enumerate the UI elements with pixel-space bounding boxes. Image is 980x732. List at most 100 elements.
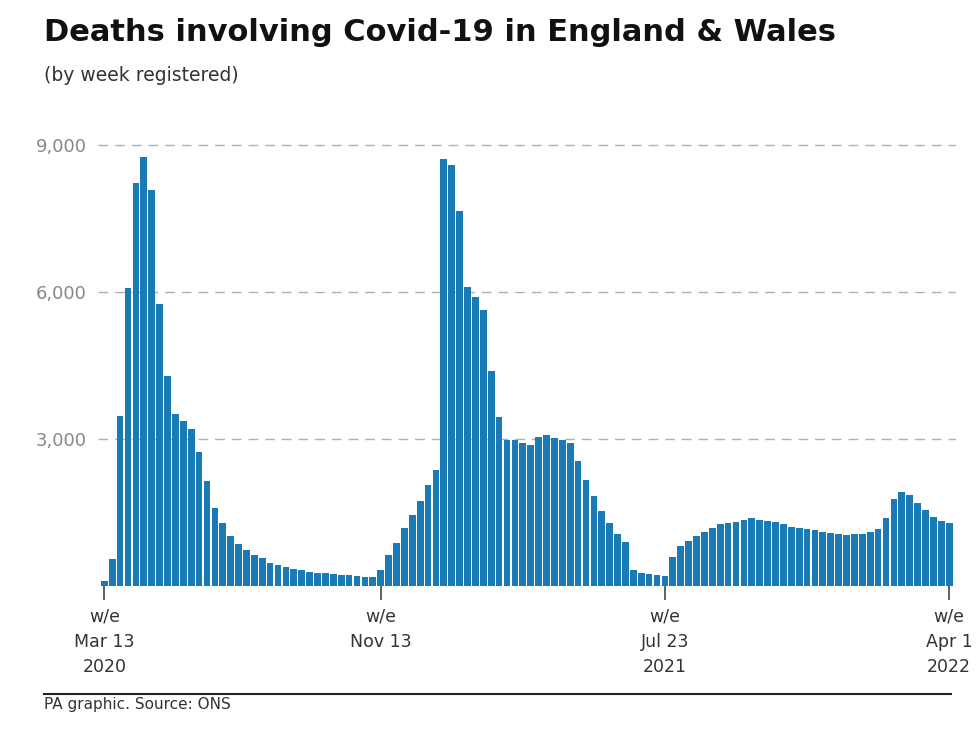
Bar <box>669 557 676 586</box>
Bar <box>180 421 186 586</box>
Bar <box>290 569 297 586</box>
Bar <box>827 533 834 586</box>
Bar <box>243 550 250 586</box>
Bar <box>614 534 621 586</box>
Bar <box>354 576 361 586</box>
Bar <box>472 297 479 586</box>
Bar <box>504 439 511 586</box>
Bar <box>835 534 842 586</box>
Bar <box>583 479 589 586</box>
Bar <box>416 501 423 586</box>
Bar <box>914 504 921 586</box>
Bar <box>204 482 211 586</box>
Bar <box>875 529 881 586</box>
Bar <box>393 543 400 586</box>
Bar <box>457 211 463 586</box>
Bar <box>543 435 550 586</box>
Text: PA graphic. Source: ONS: PA graphic. Source: ONS <box>44 697 231 712</box>
Text: (by week registered): (by week registered) <box>44 66 239 85</box>
Bar <box>622 542 629 586</box>
Bar <box>662 575 668 586</box>
Bar <box>559 440 565 586</box>
Bar <box>574 461 581 586</box>
Bar <box>859 534 865 586</box>
Bar <box>512 440 518 586</box>
Bar <box>220 523 226 586</box>
Bar <box>867 531 873 586</box>
Bar <box>346 575 353 586</box>
Bar <box>946 523 953 586</box>
Bar <box>465 287 470 586</box>
Bar <box>298 570 305 586</box>
Bar <box>480 310 487 586</box>
Bar <box>646 574 653 586</box>
Bar <box>709 528 715 586</box>
Bar <box>496 417 503 586</box>
Bar <box>566 443 573 586</box>
Bar <box>124 288 131 586</box>
Bar <box>733 522 739 586</box>
Bar <box>599 511 605 586</box>
Bar <box>251 555 258 586</box>
Bar <box>148 190 155 586</box>
Bar <box>843 534 850 586</box>
Bar <box>607 523 613 586</box>
Bar <box>630 570 637 586</box>
Bar <box>274 565 281 586</box>
Bar <box>377 570 384 586</box>
Bar <box>938 521 945 586</box>
Bar <box>819 531 826 586</box>
Bar <box>282 567 289 586</box>
Bar <box>117 416 123 586</box>
Bar <box>449 165 455 586</box>
Bar <box>109 559 116 586</box>
Bar <box>535 437 542 586</box>
Bar <box>764 521 771 586</box>
Bar <box>362 577 368 586</box>
Bar <box>725 523 731 586</box>
Bar <box>922 509 929 586</box>
Bar <box>338 575 345 586</box>
Bar <box>788 527 795 586</box>
Bar <box>259 559 266 586</box>
Bar <box>101 580 108 586</box>
Bar <box>930 517 937 586</box>
Bar <box>811 530 818 586</box>
Bar <box>409 515 416 586</box>
Bar <box>757 520 763 586</box>
Bar <box>164 376 171 586</box>
Bar <box>891 498 898 586</box>
Bar <box>330 574 337 586</box>
Bar <box>132 182 139 586</box>
Bar <box>267 563 273 586</box>
Bar <box>701 531 708 586</box>
Bar <box>156 304 163 586</box>
Bar <box>749 518 756 586</box>
Bar <box>796 528 803 586</box>
Bar <box>369 577 376 586</box>
Bar <box>519 444 526 586</box>
Bar <box>741 520 747 586</box>
Bar <box>654 575 661 586</box>
Bar <box>851 534 858 586</box>
Bar <box>440 159 447 586</box>
Bar <box>780 524 787 586</box>
Bar <box>591 496 597 586</box>
Bar <box>685 541 692 586</box>
Bar <box>551 438 558 586</box>
Bar <box>315 572 320 586</box>
Bar <box>385 555 392 586</box>
Bar <box>196 452 203 586</box>
Bar <box>172 414 178 586</box>
Bar <box>899 492 906 586</box>
Bar <box>227 536 234 586</box>
Bar <box>677 547 684 586</box>
Bar <box>716 524 723 586</box>
Bar <box>906 495 913 586</box>
Bar <box>804 529 810 586</box>
Bar <box>322 573 328 586</box>
Bar <box>527 445 534 586</box>
Bar <box>883 518 890 586</box>
Bar <box>424 485 431 586</box>
Bar <box>693 536 700 586</box>
